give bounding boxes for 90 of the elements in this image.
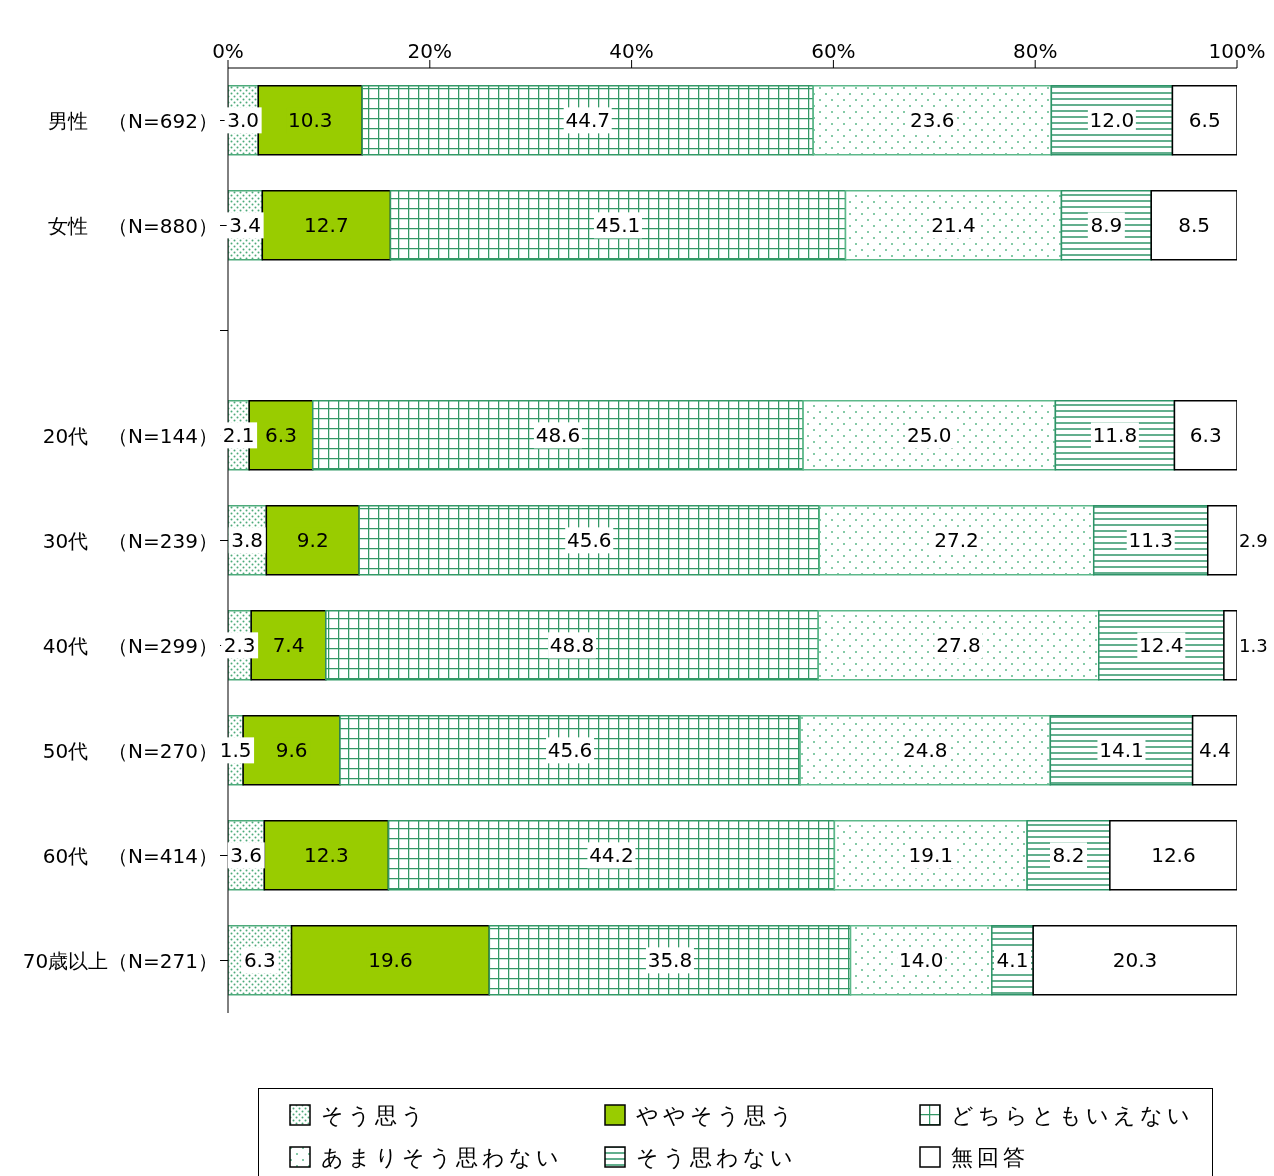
data-label: 2.3 (223, 633, 256, 658)
data-label: 27.8 (936, 633, 981, 658)
y-tick-label: 男性 （N=692） (48, 108, 218, 133)
data-label: 1.5 (219, 738, 252, 763)
bar (1109, 820, 1237, 891)
y-tick-label: 40代 （N=299） (42, 633, 218, 658)
bar (799, 715, 1052, 786)
data-label: 8.5 (1178, 213, 1211, 238)
data-label: 4.1 (996, 948, 1029, 973)
x-tick-label: 20% (407, 39, 453, 63)
data-label: 19.6 (368, 948, 413, 973)
bar (833, 820, 1028, 891)
data-label: 12.0 (1089, 108, 1135, 133)
data-label: 35.8 (647, 948, 693, 973)
y-tick-label: 20代 （N=144） (42, 423, 218, 448)
data-label: 8.2 (1052, 843, 1085, 868)
y-tick-label: 女性 （N=880） (48, 213, 218, 238)
data-label: 14.1 (1099, 738, 1144, 763)
y-tick-label: 60代 （N=414） (42, 843, 218, 868)
data-label: 20.3 (1112, 948, 1158, 973)
data-label: 14.0 (898, 948, 944, 973)
data-label: 9.6 (275, 738, 308, 763)
bar (389, 190, 847, 261)
data-label: 6.3 (1189, 423, 1222, 448)
bar (1150, 190, 1237, 261)
legend-label: ややそう思う (636, 1102, 797, 1130)
bar (812, 85, 1053, 156)
data-label: 24.8 (902, 738, 948, 763)
bar (817, 610, 1100, 681)
bar (1206, 505, 1237, 576)
data-label: 8.9 (1090, 213, 1123, 238)
data-label: 4.4 (1198, 738, 1231, 763)
data-label: 6.5 (1188, 108, 1221, 133)
data-label: 2.9 (1239, 529, 1268, 551)
x-tick-label: 40% (609, 39, 654, 63)
data-label: 11.8 (1092, 423, 1138, 448)
bar (488, 925, 852, 996)
bar (361, 85, 814, 156)
x-tick-label: 80% (1012, 39, 1058, 63)
data-label: 12.3 (304, 843, 349, 868)
bar (802, 400, 1057, 471)
data-label: 6.3 (243, 948, 276, 973)
bar (844, 190, 1063, 261)
bar (339, 715, 801, 786)
data-label: 44.2 (589, 843, 634, 868)
data-label: 44.7 (565, 108, 610, 133)
bar (312, 400, 804, 471)
data-label: 3.0 (227, 108, 260, 133)
legend-label: そう思う (321, 1102, 428, 1130)
data-label: 21.4 (931, 213, 976, 238)
data-label: 10.3 (287, 108, 333, 133)
data-label: 7.4 (272, 633, 305, 658)
data-label: 6.3 (265, 423, 297, 448)
bar (358, 505, 821, 576)
x-tick-label: 60% (811, 39, 856, 63)
bar (1223, 610, 1237, 681)
y-tick-label: 70歳以上（N=271） (22, 948, 218, 973)
data-label: 23.6 (910, 108, 955, 133)
data-label: 12.4 (1139, 633, 1184, 658)
data-label: 12.7 (304, 213, 349, 238)
data-label: 3.8 (231, 528, 264, 553)
x-tick-label: 0% (212, 39, 244, 63)
x-tick-label: 100% (1208, 39, 1266, 63)
data-label: 11.3 (1128, 528, 1173, 553)
legend-label: 無回答 (951, 1144, 1029, 1172)
legend-label: あまりそう思わない (321, 1144, 563, 1172)
data-label: 3.6 (230, 843, 263, 868)
data-label: 48.6 (535, 423, 581, 448)
data-label: 9.2 (296, 528, 329, 553)
y-tick-label: 50代 （N=270） (42, 738, 218, 763)
data-label: 45.6 (547, 738, 593, 763)
bar (818, 505, 1095, 576)
data-label: 3.4 (229, 213, 262, 238)
data-label: 2.1 (222, 423, 255, 448)
bar (387, 820, 836, 891)
legend-label: どちらともいえない (951, 1102, 1194, 1130)
y-tick-label: 30代 （N=239） (42, 528, 218, 553)
data-label: 1.3 (1239, 634, 1268, 656)
data-label: 19.1 (908, 843, 954, 868)
data-label: 25.0 (906, 423, 952, 448)
data-label: 48.8 (549, 633, 595, 658)
bar (325, 610, 820, 681)
legend-label: そう思わない (636, 1144, 797, 1172)
data-label: 45.6 (566, 528, 612, 553)
bar (290, 925, 491, 996)
data-label: 12.6 (1151, 843, 1196, 868)
data-label: 27.2 (934, 528, 979, 553)
bar (849, 925, 993, 996)
bar (1049, 715, 1194, 786)
data-label: 45.1 (595, 213, 641, 238)
